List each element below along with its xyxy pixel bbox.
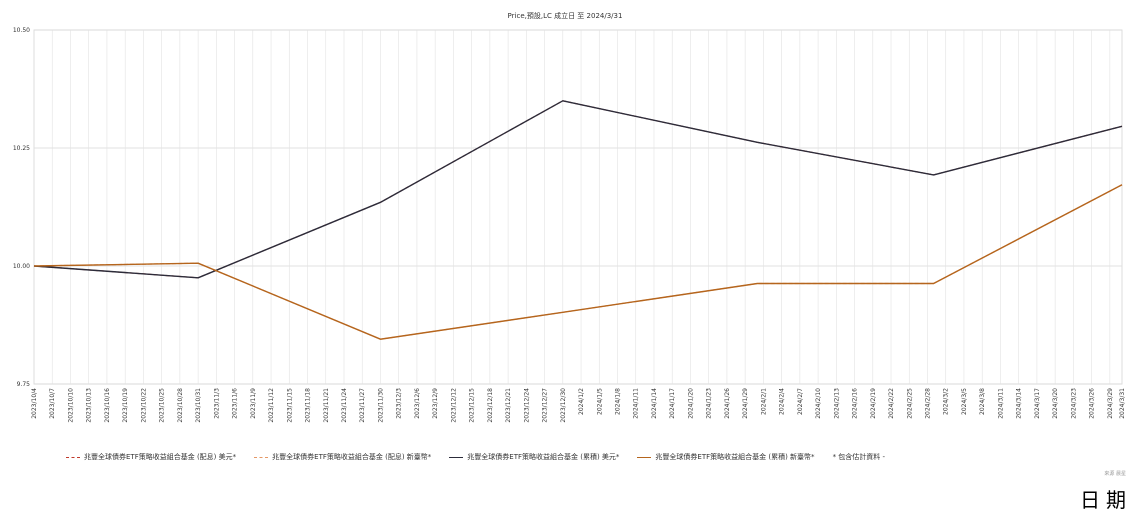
x-tick-label: 2024/1/8 [615,388,622,415]
x-tick-label: 2024/2/16 [852,388,859,419]
x-tick-label: 2023/10/7 [49,388,56,419]
x-tick-label: 2023/12/3 [396,388,403,419]
source-note: 來源 晨星 [1104,471,1126,477]
x-tick-label: 2024/1/17 [669,388,676,419]
series-lines [33,100,1123,340]
legend-label: 兆豐全球債券ETF策略收益組合基金 (累積) 美元* [467,453,620,461]
x-tick-label: 2023/12/30 [560,388,567,423]
x-tick-label: 2024/1/23 [706,388,713,419]
chart-title: Price,預設,LC 成立日 至 2024/3/31 [508,11,623,20]
legend-note: * 包含估計資料 - [832,453,886,461]
legend-item: 兆豐全球債券ETF策略收益組合基金 (配息) 美元* [66,452,236,462]
x-tick-label: 2023/12/6 [414,388,421,419]
x-tick-label: 2023/10/31 [195,388,202,423]
x-tick-label: 2023/11/9 [250,388,257,419]
x-tick-label: 2023/11/21 [323,388,330,423]
series-line [33,184,1123,340]
x-tick-label: 2023/11/24 [341,388,348,423]
legend: 兆豐全球債券ETF策略收益組合基金 (配息) 美元* 兆豐全球債券ETF策略收益組… [66,450,885,464]
x-tick-label: 2023/10/25 [159,388,166,423]
y-tick-label: 9.75 [17,381,31,388]
x-tick-label: 2023/10/16 [104,388,111,423]
legend-item: 兆豐全球債券ETF策略收益組合基金 (配息) 新臺幣* [254,452,431,462]
legend-label: 兆豐全球債券ETF策略收益組合基金 (配息) 新臺幣* [272,453,432,461]
series-line [33,100,1123,279]
legend-label: 兆豐全球債券ETF策略收益組合基金 (累積) 新臺幣* [655,453,815,461]
x-axis-labels: 2023/10/4 2023/10/7 2023/10/10 2023/10/13 20… [31,388,1126,423]
series-line [33,100,1123,279]
x-tick-label: 2024/1/29 [742,388,749,419]
x-tick-label: 2024/3/26 [1089,388,1096,419]
x-tick-label: 2023/11/6 [232,388,239,419]
grid [33,29,1123,385]
x-tick-label: 2024/2/19 [870,388,877,419]
x-tick-label: 2023/10/10 [67,388,74,423]
x-tick-label: 2024/2/13 [833,388,840,419]
x-tick-label: 2023/10/19 [122,388,129,423]
x-tick-label: 2024/2/10 [815,388,822,419]
x-tick-label: 2023/11/3 [213,388,220,419]
x-tick-label: 2024/2/28 [924,388,931,419]
x-tick-label: 2023/10/4 [31,388,38,419]
series-line [33,184,1123,340]
legend-item: 兆豐全球債券ETF策略收益組合基金 (累積) 新臺幣* [637,452,815,462]
y-axis-labels: 9.75 10.00 10.25 10.50 [13,27,30,388]
x-tick-label: 2023/12/27 [542,388,549,423]
x-tick-label: 2024/3/29 [1107,388,1114,419]
x-tick-label: 2024/1/20 [687,388,694,419]
x-tick-label: 2023/10/13 [86,388,93,423]
x-tick-label: 2023/10/22 [140,388,147,423]
y-tick-label: 10.50 [13,27,30,34]
legend-swatch [66,456,80,458]
x-tick-label: 2023/10/28 [177,388,184,423]
x-tick-label: 2024/1/2 [578,388,585,415]
x-tick-label: 2024/3/8 [979,388,986,415]
x-tick-label: 2023/12/18 [487,388,494,423]
x-axis-title: 日期 [1080,488,1132,512]
x-tick-label: 2023/12/9 [432,388,439,419]
x-tick-label: 2024/3/20 [1052,388,1059,419]
x-tick-label: 2023/12/15 [469,388,476,423]
x-tick-label: 2024/2/4 [779,388,786,415]
x-tick-label: 2024/1/5 [596,388,603,415]
x-tick-label: 2024/3/14 [1016,388,1023,419]
x-tick-label: 2024/3/5 [961,388,968,415]
y-tick-label: 10.00 [13,263,30,270]
x-tick-label: 2023/11/12 [268,388,275,423]
legend-label: 兆豐全球債券ETF策略收益組合基金 (配息) 美元* [84,453,237,461]
legend-swatch [449,456,464,458]
x-tick-label: 2024/1/11 [633,388,640,419]
legend-item: 兆豐全球債券ETF策略收益組合基金 (累積) 美元* [449,452,619,462]
x-tick-label: 2024/3/23 [1070,388,1077,419]
y-tick-label: 10.25 [13,145,30,152]
x-tick-label: 2023/12/21 [505,388,512,423]
x-tick-label: 2024/2/1 [760,388,767,415]
x-tick-label: 2024/2/25 [906,388,913,419]
legend-swatch [254,456,269,458]
x-tick-label: 2023/12/12 [450,388,457,423]
x-tick-label: 2024/3/2 [943,388,950,415]
x-tick-label: 2023/11/27 [359,388,366,423]
x-tick-label: 2024/2/7 [797,388,804,415]
legend-swatch [637,456,652,458]
x-tick-label: 2023/11/18 [305,388,312,423]
x-tick-label: 2023/11/30 [377,388,384,423]
plot-area [33,29,1123,385]
x-tick-label: 2024/3/31 [1119,388,1126,419]
x-tick-label: 2024/3/17 [1034,388,1041,419]
x-tick-label: 2024/2/22 [888,388,895,419]
x-tick-label: 2024/3/11 [997,388,1004,419]
x-tick-label: 2024/1/14 [651,388,658,419]
x-tick-label: 2023/12/24 [523,388,530,423]
x-tick-label: 2023/11/15 [286,388,293,423]
x-tick-label: 2024/1/26 [724,388,731,419]
